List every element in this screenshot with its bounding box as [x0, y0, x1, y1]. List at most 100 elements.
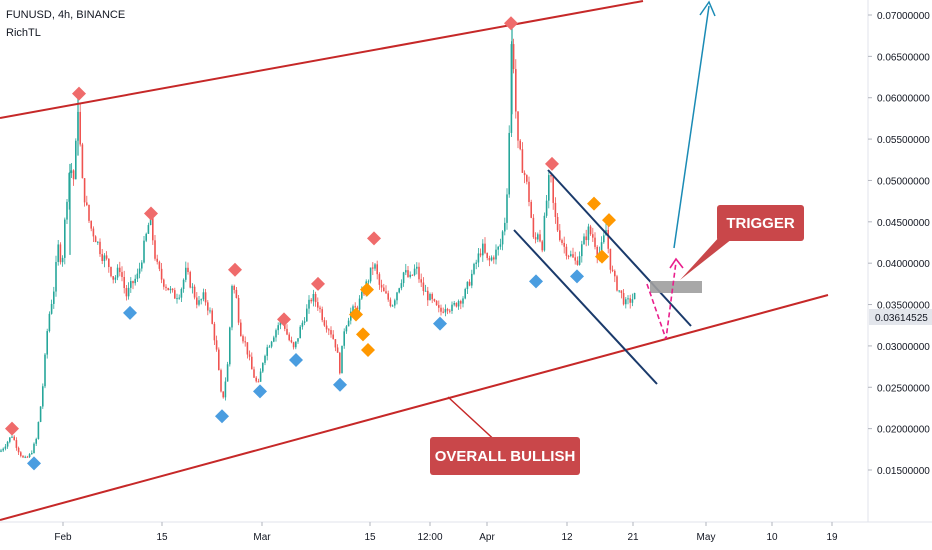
candle-body: [620, 290, 623, 293]
candle-body: [400, 283, 403, 289]
candle-body: [165, 286, 167, 288]
candle-body: [158, 261, 161, 269]
candle-body: [264, 355, 266, 363]
trendlines-layer: [0, 0, 829, 521]
candle-body: [4, 446, 7, 449]
x-tick-label: Feb: [54, 532, 72, 543]
candle-body: [11, 436, 13, 438]
candle-body: [189, 272, 191, 288]
candle-body: [581, 244, 583, 257]
candle-body: [453, 302, 455, 305]
candle-body: [572, 254, 574, 258]
candle-body: [356, 307, 359, 310]
buy-signal-marker: [570, 269, 584, 284]
candle-body: [39, 406, 42, 422]
candle-body: [257, 381, 260, 383]
candle-body: [46, 331, 48, 355]
candle-body: [303, 321, 306, 323]
candle-body: [422, 282, 425, 292]
candle-body: [627, 298, 629, 300]
candle-body: [6, 441, 9, 447]
candle-body: [515, 69, 517, 112]
candle-body: [229, 327, 231, 365]
candle-body: [334, 339, 337, 348]
candle-body: [622, 292, 625, 305]
candle-body: [218, 349, 220, 371]
candle-body: [182, 279, 185, 289]
y-tick-label: 0.05000000: [877, 176, 930, 187]
candle-body: [110, 267, 112, 277]
candle-body: [424, 290, 427, 292]
x-tick-label: 12:00: [417, 532, 442, 543]
candle-body: [209, 310, 211, 312]
candle-body: [523, 172, 526, 176]
candle-body: [119, 267, 121, 273]
overall-bullish-callout: OVERALL BULLISH: [430, 437, 580, 475]
candle-body: [83, 178, 86, 203]
candle-body: [556, 216, 559, 231]
candle-body: [31, 452, 33, 455]
candle-body: [99, 241, 101, 255]
candle-body: [493, 257, 495, 260]
x-tick-label: 12: [561, 532, 573, 543]
candle-body: [539, 234, 541, 242]
candles-layer: [0, 23, 636, 459]
candle-body: [411, 274, 414, 276]
candle-body: [66, 201, 68, 220]
trigger-callout: TRIGGER: [717, 205, 804, 241]
candle-body: [541, 241, 543, 251]
candle-body: [380, 284, 383, 288]
candle-body: [75, 140, 77, 180]
candle-body: [200, 299, 202, 301]
buy-signal-marker: [123, 305, 137, 320]
candle-body: [583, 236, 585, 245]
candle-body: [565, 246, 568, 256]
candle-body: [101, 254, 103, 262]
candle-body: [224, 381, 227, 398]
candle-body: [295, 341, 297, 348]
candle-body: [589, 226, 592, 235]
candle-body: [105, 255, 108, 259]
candle-body: [609, 248, 612, 270]
candle-body: [123, 276, 125, 289]
candle-body: [552, 176, 554, 203]
sell-signal-marker: [72, 86, 86, 101]
candle-body: [596, 246, 598, 258]
candle-body: [81, 144, 84, 179]
candle-body: [614, 270, 616, 277]
candle-body: [160, 268, 163, 280]
candle-body: [484, 243, 486, 253]
candle-body: [248, 354, 251, 357]
candle-body: [33, 443, 35, 453]
candle-body: [275, 330, 277, 338]
projected-path-arrow: [646, 261, 677, 340]
candle-body: [611, 269, 614, 271]
y-tick-labels: 0.07000000 0.06500000 0.06000000 0.05500000…: [868, 11, 930, 477]
candle-body: [482, 243, 484, 256]
candle-body: [222, 391, 224, 398]
candle-body: [163, 279, 165, 287]
candle-body: [132, 281, 134, 284]
candle-body: [310, 299, 312, 302]
candle-body: [169, 288, 172, 291]
candle-body: [455, 302, 458, 307]
candle-body: [145, 233, 147, 241]
candle-body: [603, 235, 605, 243]
candle-body: [354, 306, 356, 308]
sell-signal-marker: [504, 16, 518, 31]
candle-body: [70, 170, 73, 174]
candle-body: [55, 261, 57, 292]
indicator-label: RichTL: [6, 27, 41, 39]
axes-layer: [0, 0, 932, 523]
candle-body: [180, 288, 183, 298]
y-tick-label: 0.05500000: [877, 135, 930, 146]
sell-signal-marker: [228, 262, 242, 277]
y-tick-label: 0.04000000: [877, 259, 930, 270]
candle-body: [251, 356, 253, 370]
candle-body: [233, 285, 235, 290]
candle-body: [464, 289, 466, 299]
x-tick-labels: Feb 15 Mar 15 12:00 Apr 12 21 May 10 19: [54, 522, 838, 543]
candle-body: [409, 274, 411, 277]
sell-signal-marker: [367, 231, 381, 246]
candle-body: [328, 329, 330, 331]
